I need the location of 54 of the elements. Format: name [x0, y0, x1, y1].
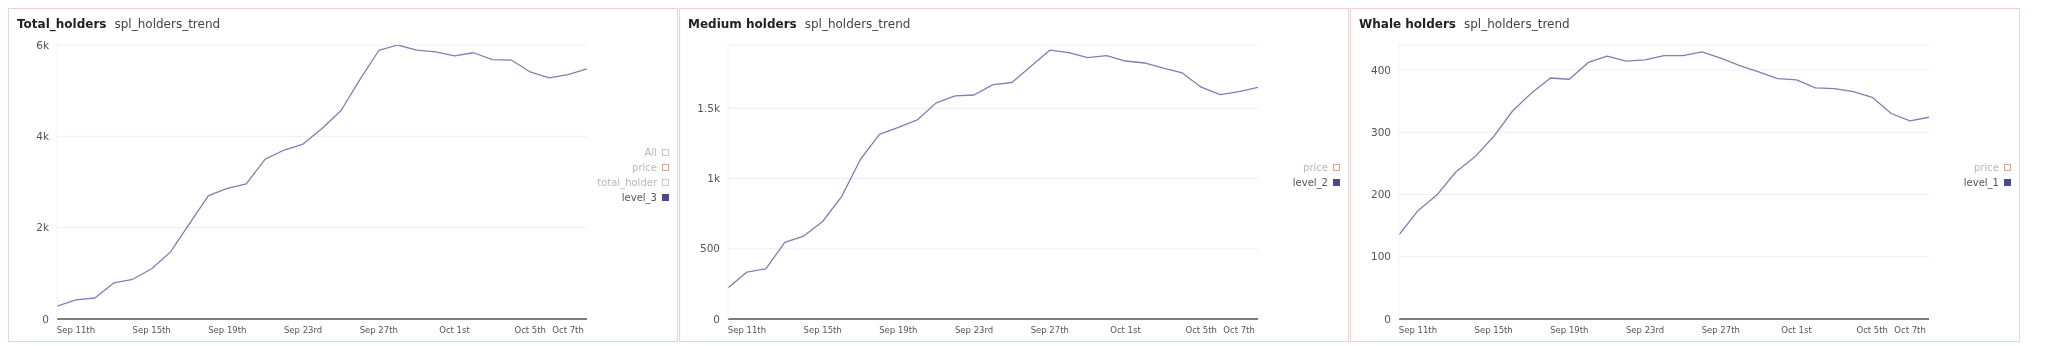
line-series: [1399, 51, 1929, 236]
y-tick-label: 6k: [36, 38, 50, 51]
text: level_3: [621, 192, 657, 203]
x-tick-label: Oct 1st: [439, 325, 471, 336]
x-tick-label: Oct 1st: [1781, 325, 1813, 336]
chart-title: Whale holders: [1359, 17, 1456, 31]
x-tick-label: Sep 27th: [1701, 325, 1740, 336]
y-tick-label: 4k: [36, 130, 50, 143]
y-tick-label: 1k: [707, 172, 721, 185]
x-tick-label: Oct 7th: [1894, 325, 1926, 336]
y-tick-label: 0: [42, 312, 49, 325]
y-tick-label: 1.5k: [697, 101, 721, 114]
x-tick-label: Oct 5th: [1185, 325, 1217, 336]
legend-label: All: [644, 147, 657, 158]
y-tick-label: 400: [1370, 63, 1391, 76]
y-tick-label: 100: [1370, 250, 1391, 263]
y-tick-label: 0: [1384, 312, 1391, 325]
x-tick-label: Sep 15th: [132, 325, 171, 336]
legend-label: price: [632, 162, 657, 173]
x-tick-label: Sep 23rd: [1625, 325, 1665, 336]
x-tick-label: Sep 27th: [1030, 325, 1069, 336]
y-tick-label: 200: [1370, 188, 1391, 201]
y-tick-label: 0: [713, 312, 720, 325]
x-tick-label: Sep 15th: [1474, 325, 1513, 336]
x-tick-label: Sep 23rd: [954, 325, 994, 336]
x-tick-label: Sep 11th: [1398, 325, 1438, 336]
x-tick-label: Sep 19th: [1550, 325, 1589, 336]
x-tick-label: Sep 23rd: [283, 325, 323, 336]
x-tick-label: Oct 5th: [514, 325, 546, 336]
text: level_1: [1963, 177, 1999, 188]
x-tick-label: Oct 1st: [1110, 325, 1142, 336]
y-tick-label: 2k: [36, 221, 50, 234]
x-tick-label: Sep 19th: [208, 325, 247, 336]
chart-subtitle: spl_holders_trend: [1464, 17, 1570, 31]
y-tick-label: 500: [699, 242, 720, 255]
text: level_2: [1292, 177, 1328, 188]
chart-title: Medium holders: [688, 17, 797, 31]
line-series: [728, 49, 1258, 289]
x-tick-label: Sep 11th: [727, 325, 767, 336]
x-tick-label: Sep 27th: [359, 325, 398, 336]
legend-label: total_holder: [597, 177, 657, 188]
chart-subtitle: spl_holders_trend: [804, 17, 911, 31]
legend-label: price: [1974, 162, 1999, 173]
legend-label: price: [1303, 162, 1328, 173]
x-tick-label: Oct 5th: [1856, 325, 1888, 336]
y-tick-label: 300: [1370, 125, 1391, 138]
x-tick-label: Sep 15th: [803, 325, 842, 336]
x-tick-label: Oct 7th: [1223, 325, 1255, 336]
chart-subtitle: spl_holders_trend: [114, 17, 221, 31]
x-tick-label: Sep 19th: [879, 325, 918, 336]
x-tick-label: Oct 7th: [552, 325, 584, 336]
chart-title: Total_holders: [17, 17, 107, 31]
line-series: [57, 45, 587, 307]
x-tick-label: Sep 11th: [56, 325, 96, 336]
